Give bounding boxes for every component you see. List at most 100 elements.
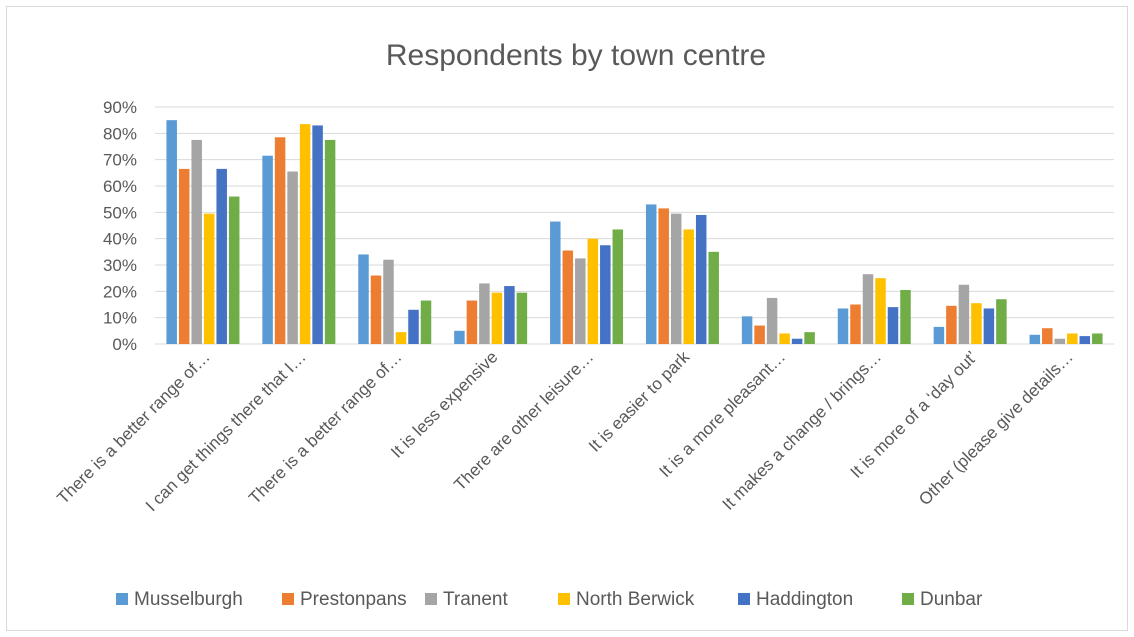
bar-dunbar (228, 196, 240, 344)
bar-haddington (887, 307, 899, 344)
bar-north-berwick (203, 213, 215, 344)
bar-prestonpans (946, 305, 957, 344)
gridlines (155, 106, 1114, 345)
x-axis-ticks: There is a better range of…I can get thi… (53, 347, 1077, 515)
chart-title: Respondents by town centre (386, 39, 766, 72)
x-tick-label: I can get things there that I… (142, 347, 310, 515)
bar-haddington (216, 168, 227, 344)
x-tick-label: There is a better range of… (53, 347, 213, 507)
y-tick-label: 30% (103, 256, 137, 275)
bar-prestonpans (466, 300, 478, 344)
bar-haddington (504, 286, 515, 344)
chart-frame: Respondents by town centre 0% 10% 20% 30% 40… (6, 6, 1128, 631)
bar-dunbar (324, 139, 336, 344)
y-tick-label: 40% (103, 230, 137, 249)
bar-north-berwick (779, 333, 790, 344)
bar-musselburgh (933, 326, 945, 344)
y-tick-label: 50% (103, 203, 137, 222)
bar-tranent (191, 139, 202, 344)
bar-haddington (983, 308, 995, 344)
y-tick-label: 80% (103, 124, 137, 143)
y-tick-label: 10% (103, 309, 137, 328)
bar-tranent (479, 283, 490, 344)
bar-musselburgh (454, 330, 465, 344)
bar-dunbar (804, 332, 815, 344)
bar-north-berwick (875, 278, 886, 344)
bar-musselburgh (1029, 334, 1041, 344)
legend-label: Haddington (756, 589, 853, 610)
bar-tranent (958, 284, 970, 344)
bar-dunbar (612, 229, 624, 344)
bar-tranent (287, 171, 298, 344)
bar-haddington (600, 245, 611, 344)
legend-swatch (282, 593, 294, 605)
bar-dunbar (708, 251, 719, 344)
bar-musselburgh (262, 155, 273, 344)
bar-haddington (312, 125, 323, 344)
bar-haddington (791, 338, 803, 344)
bar-musselburgh (550, 221, 561, 344)
bar-tranent (670, 213, 682, 344)
x-tick-label: It makes a change / brings… (719, 347, 885, 513)
legend-item: Dunbar (902, 589, 983, 610)
legend-item: Musselburgh (116, 589, 243, 610)
bars (166, 120, 1103, 345)
bar-prestonpans (850, 304, 861, 344)
legend-swatch (116, 593, 128, 605)
y-tick-label: 90% (103, 98, 137, 117)
legend-item: North Berwick (558, 589, 695, 610)
legend-item: Prestonpans (282, 589, 407, 610)
bar-tranent (575, 258, 586, 344)
legend-swatch (902, 593, 914, 605)
legend-item: Tranent (425, 589, 508, 610)
bar-dunbar (900, 290, 911, 344)
bar-musselburgh (837, 308, 849, 344)
bar-prestonpans (274, 137, 286, 344)
x-tick-label: It is easier to park (585, 347, 694, 456)
y-axis-ticks: 0% 10% 20% 30% 40% 50% 60% 70% 80% 90% (103, 98, 137, 354)
bar-dunbar (516, 292, 528, 344)
legend-swatch (425, 593, 437, 605)
bar-musselburgh (358, 254, 369, 344)
bar-prestonpans (754, 325, 765, 344)
bar-tranent (766, 297, 778, 344)
bar-tranent (862, 274, 874, 344)
legend-label: Dunbar (920, 589, 983, 610)
bar-haddington (695, 214, 707, 344)
bar-prestonpans (562, 250, 574, 344)
legend-swatch (738, 593, 750, 605)
bar-musselburgh (645, 204, 657, 344)
bar-dunbar (1092, 333, 1103, 344)
x-tick-label: Other (please give details… (915, 347, 1077, 509)
bar-north-berwick (299, 124, 311, 344)
bar-prestonpans (658, 208, 669, 344)
bar-haddington (1079, 336, 1091, 344)
y-tick-label: 20% (103, 282, 137, 301)
bar-north-berwick (971, 303, 982, 344)
bar-haddington (408, 309, 419, 344)
bar-chart: Respondents by town centre 0% 10% 20% 30% 40… (53, 39, 1114, 610)
bar-north-berwick (491, 292, 503, 344)
legend-label: Tranent (443, 589, 508, 610)
legend-label: Prestonpans (300, 589, 407, 610)
bar-north-berwick (1067, 333, 1078, 344)
bar-north-berwick (587, 238, 599, 344)
bar-dunbar (420, 300, 432, 344)
bar-prestonpans (370, 275, 382, 344)
y-tick-label: 60% (103, 177, 137, 196)
bar-musselburgh (741, 316, 753, 344)
y-tick-label: 0% (112, 335, 137, 354)
y-tick-label: 70% (103, 151, 137, 170)
x-tick-label: There is a better range of… (245, 347, 405, 507)
bar-north-berwick (395, 332, 407, 344)
bar-tranent (383, 259, 394, 344)
bar-tranent (1054, 338, 1066, 344)
x-tick-label: It is less expensive (387, 347, 501, 461)
legend: Musselburgh Prestonpans Tranent North Berwi… (116, 589, 983, 610)
bar-musselburgh (166, 120, 177, 345)
bar-prestonpans (178, 168, 190, 344)
bar-north-berwick (683, 229, 694, 344)
bar-dunbar (996, 299, 1007, 344)
legend-label: Musselburgh (134, 589, 243, 610)
bar-prestonpans (1042, 328, 1053, 344)
